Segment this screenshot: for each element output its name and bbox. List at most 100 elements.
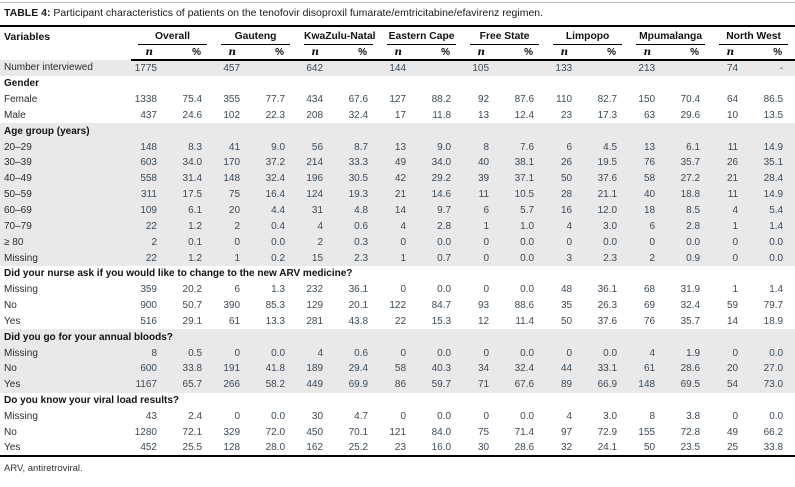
cell-percent: 27.0 [755,361,795,377]
cell-percent: 0.0 [257,234,298,251]
cell-percent: 66.9 [589,376,630,393]
cell-percent: 71.4 [514,426,535,438]
cell-percent: 37.6 [597,315,618,327]
cell-percent: 28.0 [265,442,286,454]
cell-percent: 73.0 [755,376,795,393]
cell-n: 11 [463,186,507,203]
cell-percent: 11.8 [432,109,452,121]
column-group-label: KwaZulu-Natal [304,31,376,45]
cell-percent: 14.6 [423,186,464,203]
cell-n: 16 [546,202,590,219]
table-row: Missing 43 2.4 0 0.0 30 4.7 0 0.0 0 0.0 4 3.0 8 3.8 0 0.… [0,409,795,425]
column-group-label: Eastern Cape [387,31,457,45]
cell-percent: 0.0 [271,410,286,422]
cell-percent: 4.5 [589,139,630,156]
cell-percent: 33.3 [340,155,381,171]
column-group-overall: Overall [131,26,214,45]
cell-n: 13 [629,139,673,156]
cell-percent: 24.1 [597,442,618,454]
row-label-no: No [0,361,131,377]
row-label-missing: Missing [4,284,38,296]
cell-percent: 28.6 [514,442,535,454]
cell-n: 74 [712,60,756,76]
subheader-n: n [712,45,756,61]
cell-percent: 50.7 [182,300,203,312]
cell-n: 1 [712,218,756,235]
cell-percent: 40.3 [423,361,464,377]
cell-n: 22 [131,218,174,235]
cell-n: 355 [223,94,241,106]
cell-percent: 28.4 [755,170,795,187]
cell-n: 4 [629,345,673,362]
cell-n: 61 [228,315,241,327]
cell-n: 61 [629,361,673,377]
subheader-percent: % [423,45,464,61]
cell-percent: 65.7 [174,376,215,393]
cell-percent: 24.6 [182,109,203,121]
cell-n: 54 [712,376,756,393]
cell-percent: 6.1 [672,139,713,156]
cell-percent: 1.2 [174,250,215,266]
cell-percent: 72.0 [265,426,286,438]
column-group-label: Limpopo [553,31,623,45]
cell-n: 600 [131,361,174,377]
table-row: 60–69 109 6.1 20 4.4 31 4.8 14 9.7 6 5.7 16 12.0 18 8.… [0,202,795,219]
table-row: Missing 22 1.2 1 0.2 15 2.3 1 0.7 0 0.0 3 2.3 2 0.9 0 0.… [0,250,795,266]
cell-n: 450 [306,426,324,438]
cell-n: 18 [629,202,673,219]
cell-percent: 72.8 [680,426,701,438]
row-label-60-69: 60–69 [0,202,131,219]
cell-n: 40 [463,155,507,171]
cell-percent: 17.3 [597,109,618,121]
section-header-row: Age group (years) [0,123,795,140]
cell-percent: 1.4 [769,284,784,296]
cell-percent: 25.5 [182,442,203,454]
subheader-percent: % [672,45,713,61]
cell-percent: 0.2 [257,250,298,266]
cell-percent: 16.4 [257,186,298,203]
cell-percent: 67.6 [348,94,369,106]
cell-n: 0 [483,410,490,422]
cell-percent: 9.0 [257,139,298,156]
cell-n: 75 [477,426,490,438]
cell-percent: 19.3 [340,186,381,203]
row-label-female: Female [4,94,38,106]
cell-n: 20 [214,202,258,219]
table-number-label: TABLE 4: [4,7,51,19]
cell-n: 642 [297,60,341,76]
cell-percent: 0.0 [755,345,795,362]
cell-percent: 35.7 [672,155,713,171]
cell-n: 1 [463,218,507,235]
cell-percent: 1.0 [506,218,547,235]
cell-n: 329 [223,426,241,438]
cell-n: 6 [234,284,241,296]
cell-n: 1 [380,250,424,266]
cell-n: 144 [380,60,424,76]
cell-n: 50 [546,170,590,187]
cell-percent: 20.1 [348,300,369,312]
cell-n: 311 [131,186,174,203]
cell-n: 900 [140,300,157,312]
cell-n: 105 [463,60,507,76]
cell-n: 0 [546,234,590,251]
cell-n: 208 [306,109,324,121]
row-label-missing: Missing [0,345,131,362]
cell-n: 20 [712,361,756,377]
cell-percent: 0.7 [423,250,464,266]
cell-n: 4 [712,202,756,219]
column-group-gauteng: Gauteng [214,26,297,45]
cell-percent: 0.1 [174,234,215,251]
cell-n: 12 [477,315,490,327]
cell-n: 58 [380,361,424,377]
cell-percent: 88.6 [514,300,535,312]
cell-n: 48 [560,284,573,296]
cell-percent: 0.0 [506,250,547,266]
cell-percent [257,60,298,76]
row-label-70-79: 70–79 [0,218,131,235]
cell-percent: 4.8 [340,202,381,219]
cell-n: 50 [643,442,656,454]
column-header-variables: Variables [4,31,51,43]
cell-percent: 37.1 [506,170,547,187]
cell-n: 2 [297,234,341,251]
cell-n: 0 [483,284,490,296]
